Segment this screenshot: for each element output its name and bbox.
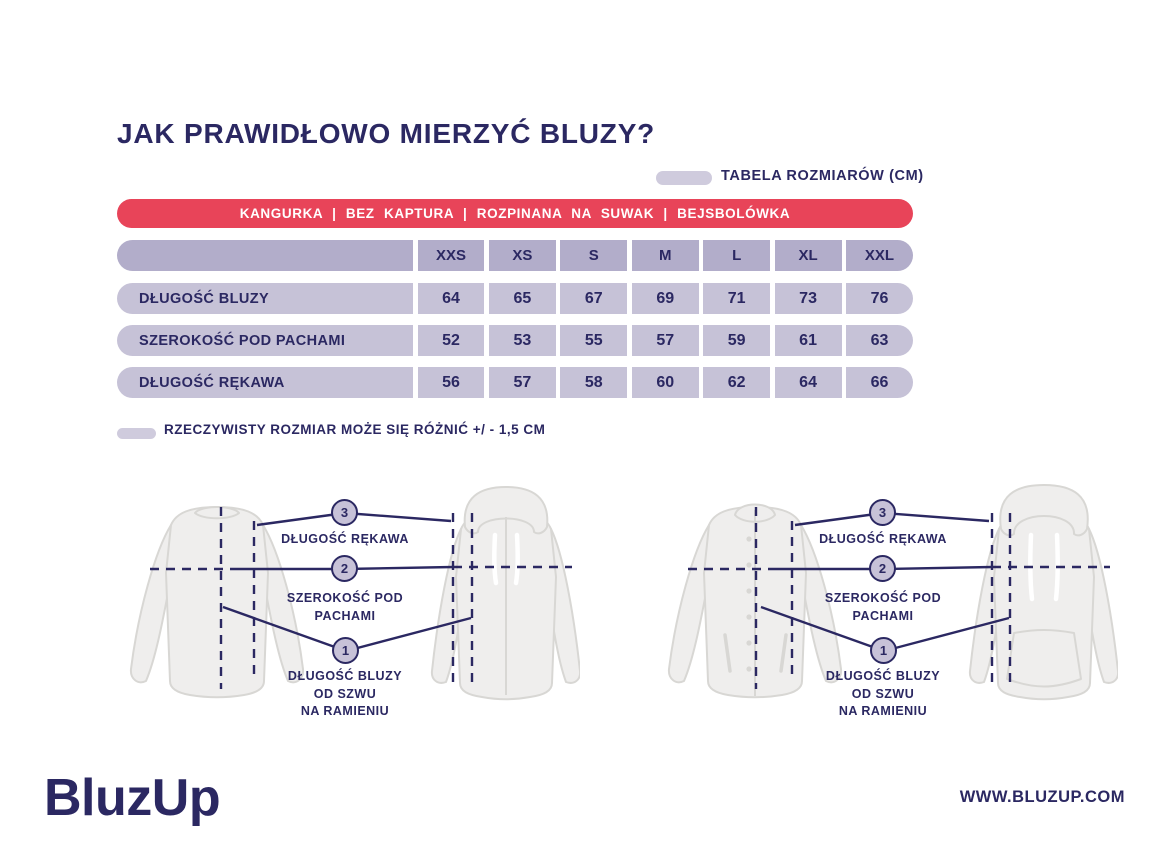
website-url: WWW.BLUZUP.COM <box>959 788 1125 806</box>
column-header: XXL <box>846 240 913 271</box>
measure-2-badge: 2 <box>331 555 358 582</box>
size-value: 52 <box>417 325 485 356</box>
table-row: DŁUGOŚĆ BLUZY 64 65 67 69 71 73 76 <box>117 283 913 314</box>
column-header: M <box>631 240 699 271</box>
measure-3-label: DŁUGOŚĆ RĘKAWA <box>281 532 409 546</box>
measure-3-label: DŁUGOŚĆ RĘKAWA <box>819 532 947 546</box>
column-header: XL <box>774 240 842 271</box>
measure-3-badge: 3 <box>869 499 896 526</box>
row-label: SZEROKOŚĆ POD PACHAMI <box>117 325 413 356</box>
caption-pill-icon <box>656 171 712 185</box>
measure-1-badge: 1 <box>332 637 359 664</box>
baseball-jacket-graphic <box>667 503 843 699</box>
size-table-caption: TABELA ROZMIARÓW (CM) <box>721 168 924 184</box>
measure-1-label: DŁUGOŚĆ BLUZY OD SZWU NA RAMIENIU <box>825 669 941 718</box>
size-value: 60 <box>631 367 699 398</box>
column-header: XXS <box>417 240 485 271</box>
zip-hoodie-graphic <box>430 486 580 701</box>
size-value: 55 <box>560 325 628 356</box>
tolerance-note: RZECZYWISTY ROZMIAR MOŻE SIĘ RÓŻNIĆ +/ -… <box>164 422 546 437</box>
size-value: 53 <box>488 325 556 356</box>
crewneck-sweatshirt-graphic <box>129 506 305 699</box>
column-header: S <box>560 240 628 271</box>
measure-1-badge: 1 <box>870 637 897 664</box>
size-value: 57 <box>631 325 699 356</box>
size-value: 59 <box>703 325 771 356</box>
size-table-header-row: XXS XS S M L XL XXL <box>117 240 913 271</box>
size-value: 64 <box>417 283 485 314</box>
diagram-left-graphic <box>129 486 580 701</box>
note-pill-icon <box>117 428 156 439</box>
size-value: 63 <box>846 325 913 356</box>
size-value: 58 <box>560 367 628 398</box>
brand-logo: BluzUp <box>44 769 221 827</box>
size-value: 71 <box>703 283 771 314</box>
row-label: DŁUGOŚĆ BLUZY <box>117 283 413 314</box>
product-types-text: KANGURKA | BEZ KAPTURA | ROZPINANA NA SU… <box>239 206 791 221</box>
diagram-right-graphic <box>667 484 1118 701</box>
measurement-dashed-lines <box>150 507 572 689</box>
table-row: DŁUGOŚĆ RĘKAWA 56 57 58 60 62 64 66 <box>117 367 913 398</box>
page-title: JAK PRAWIDŁOWO MIERZYĆ BLUZY? <box>117 118 656 149</box>
column-header: L <box>703 240 771 271</box>
product-types-banner: KANGURKA | BEZ KAPTURA | ROZPINANA NA SU… <box>117 199 913 228</box>
measurement-dashed-lines <box>688 507 1110 689</box>
measure-2-label: SZEROKOŚĆ POD PACHAMI <box>286 591 404 623</box>
size-value: 67 <box>560 283 628 314</box>
column-header: XS <box>488 240 556 271</box>
size-value: 65 <box>488 283 556 314</box>
size-value: 76 <box>846 283 913 314</box>
size-value: 57 <box>488 367 556 398</box>
size-value: 73 <box>774 283 842 314</box>
table-row: SZEROKOŚĆ POD PACHAMI 52 53 55 57 59 61 … <box>117 325 913 356</box>
size-value: 61 <box>774 325 842 356</box>
size-value: 66 <box>846 367 913 398</box>
measure-2-label: SZEROKOŚĆ POD PACHAMI <box>824 591 942 623</box>
size-value: 64 <box>774 367 842 398</box>
measure-3-badge: 3 <box>331 499 358 526</box>
measurement-diagram-left: 3 DŁUGOŚĆ RĘKAWA 2 SZEROKOŚĆ POD PACHAMI… <box>110 483 580 733</box>
size-value: 56 <box>417 367 485 398</box>
size-value: 69 <box>631 283 699 314</box>
header-label-cell <box>117 240 413 271</box>
measure-1-label: DŁUGOŚĆ BLUZY OD SZWU NA RAMIENIU <box>287 669 403 718</box>
measure-2-badge: 2 <box>869 555 896 582</box>
measurement-diagram-right: 3 DŁUGOŚĆ RĘKAWA 2 SZEROKOŚĆ POD PACHAMI… <box>648 483 1118 733</box>
row-label: DŁUGOŚĆ RĘKAWA <box>117 367 413 398</box>
size-value: 62 <box>703 367 771 398</box>
